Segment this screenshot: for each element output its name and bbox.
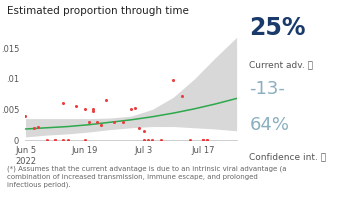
Point — [44, 138, 50, 142]
Point — [23, 114, 28, 117]
Point — [170, 79, 176, 82]
Point — [60, 102, 66, 105]
Point — [128, 108, 134, 111]
Text: Estimated proportion through time: Estimated proportion through time — [7, 6, 189, 16]
Point — [111, 120, 117, 123]
Point — [141, 129, 147, 132]
Text: -13-: -13- — [249, 80, 285, 98]
Point — [158, 138, 163, 142]
Point — [99, 123, 104, 126]
Point — [132, 107, 138, 110]
Point — [200, 138, 206, 142]
Point — [60, 138, 66, 142]
Text: Confidence int. ⓘ: Confidence int. ⓘ — [249, 152, 327, 161]
Point — [179, 94, 185, 98]
Point — [82, 108, 87, 111]
Point — [149, 138, 155, 142]
Point — [73, 105, 79, 108]
Point — [200, 138, 206, 142]
Point — [204, 138, 210, 142]
Point — [65, 138, 71, 142]
Point — [82, 138, 87, 142]
Point — [35, 125, 41, 128]
Text: Current adv. ⓘ: Current adv. ⓘ — [249, 60, 313, 69]
Point — [141, 138, 147, 142]
Point — [94, 120, 100, 123]
Point — [187, 138, 193, 142]
Point — [200, 138, 206, 142]
Text: 25%: 25% — [249, 16, 306, 40]
Point — [204, 138, 210, 142]
Point — [52, 138, 58, 142]
Point — [52, 138, 58, 142]
Text: (*) Assumes that the current advantage is due to an intrinsic viral advantage (a: (*) Assumes that the current advantage i… — [7, 165, 287, 188]
Point — [90, 110, 96, 113]
Point — [136, 126, 142, 129]
Point — [31, 126, 37, 129]
Point — [86, 120, 92, 123]
Point — [103, 99, 108, 102]
Point — [120, 120, 126, 123]
Point — [145, 138, 151, 142]
Text: 64%: 64% — [249, 116, 289, 134]
Point — [90, 108, 96, 111]
